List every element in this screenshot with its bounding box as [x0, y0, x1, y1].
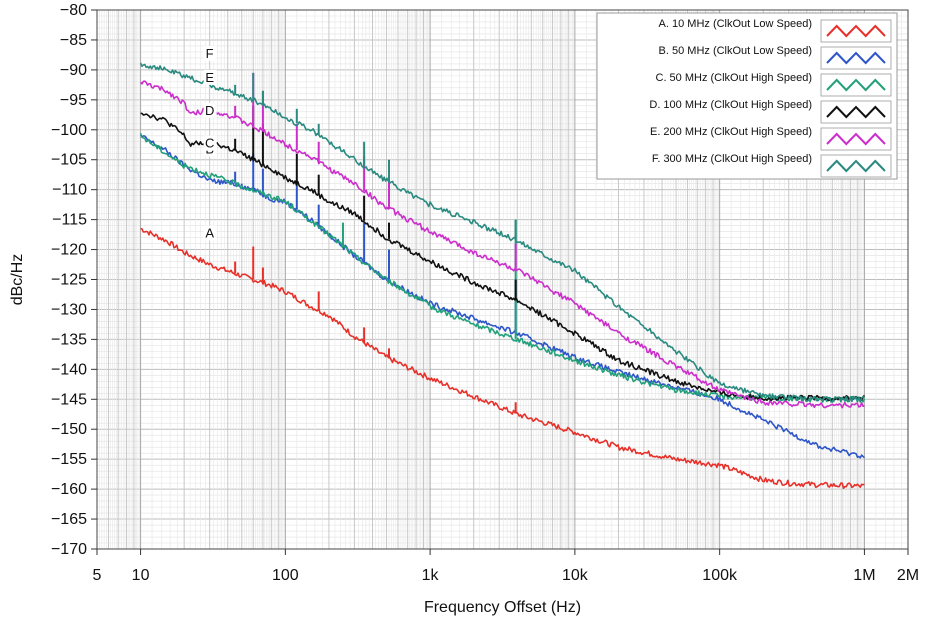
curve-label-bg — [203, 69, 217, 85]
y-axis-label: dBc/Hz — [9, 254, 26, 306]
series-A — [140, 227, 865, 490]
x-tick-label: 1k — [422, 567, 440, 584]
curve-label-bg — [203, 135, 217, 151]
y-tick-label: −85 — [60, 32, 87, 49]
curve-labels: ABCDEF — [203, 45, 217, 241]
legend-label: A. 10 MHz (ClkOut Low Speed) — [659, 18, 812, 30]
legend-swatch-F — [826, 159, 886, 173]
x-tick-label: 10k — [562, 567, 589, 584]
legend-label: B. 50 MHz (ClkOut Low Speed) — [659, 45, 812, 57]
legend-swatch-E — [826, 132, 886, 146]
y-axis-ticks: −80 −85 −90 −95 −100 −105 −110 −115 −120 −125 −130… — [51, 2, 97, 558]
legend: A. 10 MHz (ClkOut Low Speed) B. 50 MHz (C… — [596, 12, 898, 180]
series-F — [139, 62, 865, 403]
legend-swatch-B — [826, 51, 886, 65]
y-tick-label: −120 — [51, 242, 87, 259]
x-tick-label: 2M — [897, 567, 919, 584]
y-tick-label: −170 — [51, 541, 87, 558]
y-tick-label: −145 — [51, 391, 87, 408]
series-line-F — [139, 62, 865, 403]
legend-swatch-D — [826, 105, 886, 119]
curve-label-bg — [203, 225, 217, 241]
y-tick-label: −165 — [51, 511, 87, 528]
x-tick-label: 100k — [702, 567, 738, 584]
x-axis-label: Frequency Offset (Hz) — [424, 599, 581, 616]
legend-swatch-frame — [820, 46, 892, 70]
legend-swatch-frame — [820, 127, 892, 151]
legend-label: D. 100 MHz (ClkOut High Speed) — [649, 99, 812, 111]
curve-label-D: D — [205, 103, 214, 118]
legend-label: E. 200 MHz (ClkOut High Speed) — [650, 126, 812, 138]
x-tick-label: 100 — [272, 567, 299, 584]
y-tick-label: −155 — [51, 451, 87, 468]
y-tick-label: −140 — [51, 361, 87, 378]
legend-label: F. 300 MHz (ClkOut High Speed) — [652, 153, 812, 165]
x-tick-label: 5 — [93, 567, 102, 584]
y-tick-label: −100 — [51, 122, 87, 139]
x-tick-label: 10 — [132, 567, 150, 584]
y-tick-label: −130 — [51, 301, 87, 318]
legend-swatch-C — [826, 78, 886, 92]
legend-swatch-A — [826, 24, 886, 38]
y-tick-label: −160 — [51, 481, 87, 498]
x-axis-ticks: 5 10 100 1k 10k 100k 1M 2M — [93, 549, 919, 584]
y-tick-label: −110 — [52, 182, 87, 199]
legend-swatch-frame — [820, 154, 892, 178]
y-tick-label: −115 — [52, 212, 87, 229]
legend-swatch-frame — [820, 73, 892, 97]
legend-swatch-frame — [820, 100, 892, 124]
y-tick-label: −125 — [51, 272, 87, 289]
curve-label-E: E — [205, 70, 214, 85]
series-line-A — [140, 227, 865, 490]
curve-label-bg — [203, 102, 217, 118]
y-tick-label: −80 — [60, 2, 87, 19]
series-layer — [139, 62, 866, 490]
curve-label-C: C — [205, 136, 214, 151]
y-tick-label: −95 — [60, 92, 87, 109]
legend-swatch-frame — [820, 19, 892, 43]
curve-label-F: F — [206, 46, 214, 61]
y-tick-label: −150 — [51, 421, 87, 438]
y-tick-label: −90 — [60, 62, 87, 79]
y-tick-label: −105 — [51, 152, 87, 169]
y-tick-label: −135 — [51, 331, 87, 348]
series-line-E — [139, 80, 865, 409]
x-tick-label: 1M — [853, 567, 875, 584]
curve-label-A: A — [205, 226, 214, 241]
legend-label: C. 50 MHz (ClkOut High Speed) — [656, 72, 813, 84]
curve-label-bg — [203, 45, 217, 61]
